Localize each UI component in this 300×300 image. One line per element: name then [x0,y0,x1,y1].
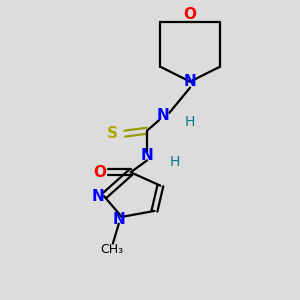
Text: N: N [141,148,153,164]
Text: O: O [184,7,196,22]
Text: H: H [170,155,181,169]
Text: S: S [107,126,118,141]
Text: N: N [157,108,170,123]
Text: H: H [185,115,195,129]
Text: O: O [93,165,106,180]
Text: N: N [112,212,125,227]
Text: N: N [92,189,104,204]
Text: CH₃: CH₃ [100,243,123,256]
Text: N: N [184,74,196,89]
